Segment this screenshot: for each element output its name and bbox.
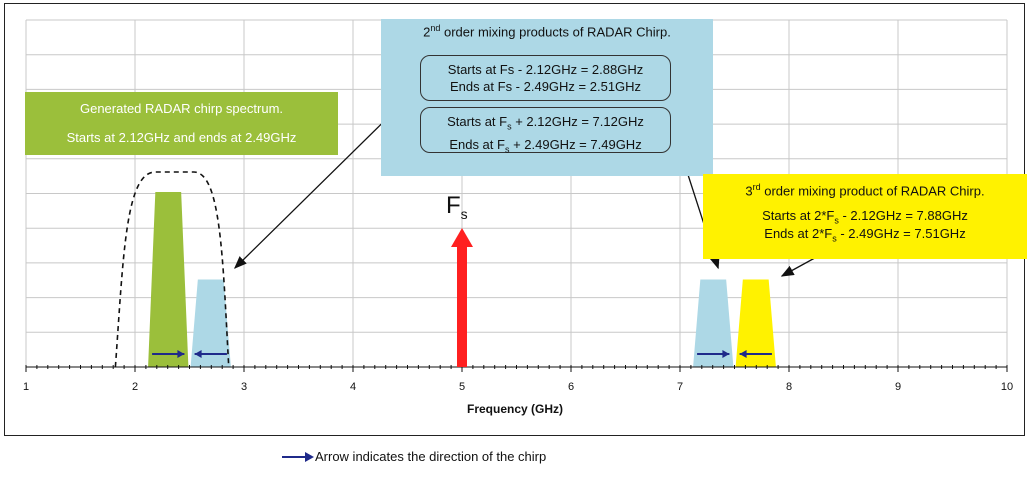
x-tick-label: 8 [786, 381, 792, 393]
third-order-callout: 3rd order mixing product of RADAR Chirp.… [703, 174, 1027, 259]
dashed-envelope [114, 171, 230, 368]
upper-product-pill: Starts at Fs + 2.12GHz = 7.12GHz Ends at… [420, 107, 671, 154]
fs-arrow-shaft [457, 246, 467, 367]
x-tick-label: 4 [350, 381, 356, 393]
sampling-frequency-arrow [451, 228, 473, 367]
chirp-arrow-head [194, 350, 202, 358]
legend-arrow-head [305, 452, 314, 462]
x-tick-label: 2 [132, 381, 138, 393]
x-axis [25, 365, 1008, 372]
x-tick-label: 10 [1001, 381, 1013, 393]
callout-line: Generated RADAR chirp spectrum. [79, 101, 284, 116]
callout-line: Ends at 2*Fs - 2.49GHz = 7.51GHz [764, 226, 966, 244]
legend-arrow-icon [282, 452, 314, 462]
fs-label: Fs [446, 192, 468, 222]
x-tick-label: 3 [241, 381, 247, 393]
chirp-arrow-head [722, 350, 730, 358]
callout-line: Starts at 2.12GHz and ends at 2.49GHz [66, 130, 297, 145]
x-tick-labels: 1 2 3 4 5 6 7 8 9 10 [23, 381, 1013, 393]
spectrum-block-2nd-order-lower [190, 279, 231, 367]
lower-product-pill: Starts at Fs - 2.12GHz = 2.88GHz Ends at… [420, 55, 671, 101]
x-tick-label: 7 [677, 381, 683, 393]
second-order-callout: 2nd order mixing products of RADAR Chirp… [381, 19, 713, 176]
chirp-arrow-head [177, 350, 185, 358]
x-tick-label: 5 [459, 381, 465, 393]
x-axis-label: Frequency (GHz) [467, 402, 563, 416]
spectrum-block-generated-chirp [148, 192, 189, 367]
generated-chirp-outline [114, 171, 230, 368]
x-tick-label: 6 [568, 381, 574, 393]
legend: Arrow indicates the direction of the chi… [281, 449, 546, 464]
callout-line: Starts at 2*Fs - 2.12GHz = 7.88GHz [762, 208, 968, 226]
x-tick-label: 9 [895, 381, 901, 393]
x-tick-label: 1 [23, 381, 29, 393]
spectrum-block-2nd-order-upper [693, 279, 734, 367]
legend-text: Arrow indicates the direction of the chi… [315, 449, 547, 464]
callout-line: Ends at Fs + 2.49GHz = 7.49GHz [449, 136, 642, 155]
generated-chirp-callout: Generated RADAR chirp spectrum. Starts a… [25, 92, 338, 155]
callout-line: Starts at Fs - 2.12GHz = 2.88GHz [447, 62, 644, 77]
chirp-arrow-head [739, 350, 747, 358]
spectrum-block-3rd-order [735, 279, 776, 367]
spectrum-blocks [148, 192, 776, 367]
callout-line: Ends at Fs - 2.49GHz = 2.51GHz [449, 79, 642, 94]
callout-title: 2nd order mixing products of RADAR Chirp… [423, 23, 671, 40]
callout-title: 3rd order mixing product of RADAR Chirp. [745, 182, 985, 199]
fs-arrow-head [451, 228, 473, 247]
chirp-direction-arrows [152, 350, 772, 358]
callout-line: Starts at Fs + 2.12GHz = 7.12GHz [447, 114, 644, 132]
